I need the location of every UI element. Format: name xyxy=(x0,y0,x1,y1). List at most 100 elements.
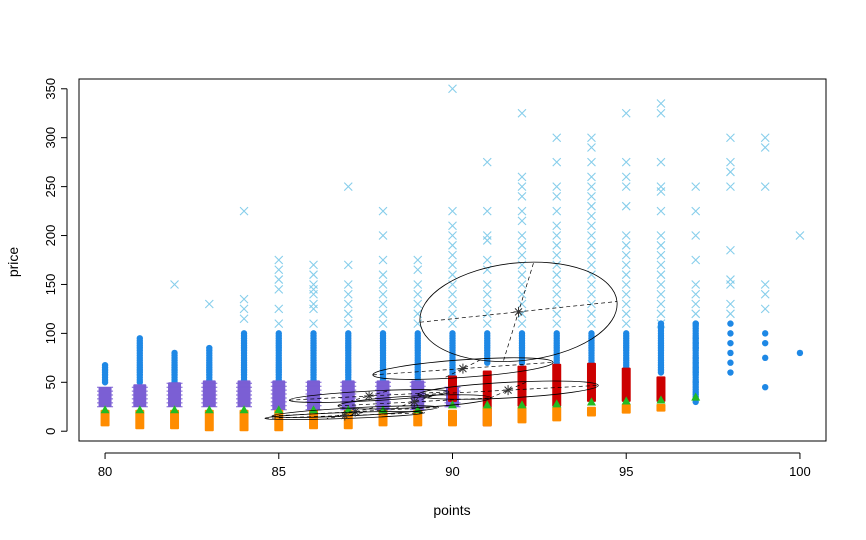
cross-point xyxy=(413,265,423,275)
cross-point xyxy=(378,309,388,319)
cross-point xyxy=(482,319,492,328)
cross-point xyxy=(448,206,457,216)
cross-point xyxy=(552,133,562,143)
cross-point xyxy=(760,143,770,152)
plot-frame xyxy=(78,78,827,442)
ellipse-minor-axis xyxy=(351,390,388,402)
dot-point xyxy=(692,354,699,362)
cross-point xyxy=(587,211,596,221)
cross-point xyxy=(552,299,562,309)
cross-point xyxy=(343,280,353,289)
cross-point xyxy=(621,231,631,240)
cross-point xyxy=(517,319,527,328)
cross-point xyxy=(239,294,249,304)
cross-point xyxy=(621,250,631,260)
orange-band xyxy=(448,409,457,427)
cross-point xyxy=(378,280,388,289)
cross-point xyxy=(517,108,527,118)
cross-point xyxy=(413,280,423,289)
cross-point xyxy=(343,289,353,299)
cross-point xyxy=(517,250,527,260)
cross-point xyxy=(656,289,666,299)
dot-point xyxy=(449,330,456,337)
triangle-point xyxy=(517,400,527,409)
ellipse-center-marker xyxy=(339,410,350,421)
cross-point xyxy=(448,270,457,280)
orange-band xyxy=(135,409,145,430)
cross-point xyxy=(309,270,318,280)
cross-point xyxy=(378,289,388,299)
cross-point xyxy=(274,265,284,275)
x-tick-label: 95 xyxy=(619,464,633,479)
cross-point xyxy=(691,280,701,289)
triangle-point xyxy=(170,405,180,414)
ellipse-center-marker xyxy=(457,363,468,374)
cross-point xyxy=(552,182,562,192)
cross-point xyxy=(482,299,492,309)
triangle-point xyxy=(204,405,214,414)
confidence-ellipse xyxy=(337,394,492,410)
cross-point xyxy=(343,260,353,270)
cross-point xyxy=(621,299,631,309)
cross-point xyxy=(587,309,596,319)
cross-point xyxy=(587,182,596,192)
cross-point xyxy=(517,270,527,280)
cross-point xyxy=(517,280,527,289)
dot-point xyxy=(553,330,560,337)
y-tick-label: 100 xyxy=(43,323,58,345)
cross-point xyxy=(552,280,562,289)
cross-point xyxy=(482,309,492,319)
cross-point xyxy=(621,260,631,270)
dot-point xyxy=(414,330,421,337)
cross-point xyxy=(448,221,457,231)
cross-point xyxy=(482,280,492,289)
cross-point xyxy=(309,289,318,299)
cross-point xyxy=(656,108,666,118)
cross-point xyxy=(517,172,527,182)
cross-point xyxy=(170,280,179,289)
cross-point xyxy=(656,250,666,260)
cross-point xyxy=(552,231,562,240)
dot-point xyxy=(206,344,213,352)
x-tick-label: 90 xyxy=(445,464,459,479)
orange-band xyxy=(274,409,284,432)
x-tick-label: 80 xyxy=(98,464,112,479)
cross-point xyxy=(448,289,457,299)
cross-point xyxy=(760,280,770,289)
dot-point xyxy=(761,330,769,337)
dot-point xyxy=(692,344,699,352)
cross-point xyxy=(482,157,492,167)
orange-band xyxy=(586,406,596,417)
cross-point xyxy=(656,187,666,196)
cross-point xyxy=(552,221,562,231)
dot-point xyxy=(727,339,734,347)
ellipse-center-marker xyxy=(513,306,524,317)
dot-point xyxy=(692,364,699,371)
dot-point xyxy=(136,335,144,342)
cross-point xyxy=(552,192,562,201)
x-tick-label: 100 xyxy=(789,464,811,479)
dot-point xyxy=(692,359,699,366)
cross-point xyxy=(760,182,770,192)
cross-point xyxy=(691,255,701,265)
cross-point xyxy=(587,133,596,143)
orange-band xyxy=(100,409,110,427)
cross-point xyxy=(656,260,666,270)
cross-point xyxy=(656,270,666,280)
orange-band xyxy=(656,403,666,412)
cross-point xyxy=(517,299,527,309)
cross-point xyxy=(448,309,457,319)
ellipse-center-marker xyxy=(350,406,361,417)
x-tick-label: 85 xyxy=(272,464,286,479)
dot-point xyxy=(588,330,595,337)
cross-point xyxy=(587,172,596,182)
dot-point xyxy=(727,349,734,357)
cross-point xyxy=(448,250,457,260)
x-axis-title: points xyxy=(433,502,470,518)
cross-point xyxy=(656,280,666,289)
cross-point xyxy=(726,299,735,309)
cross-point xyxy=(587,260,596,270)
triangle-point xyxy=(552,399,562,408)
cross-point xyxy=(517,206,527,216)
dot-point xyxy=(761,354,769,362)
